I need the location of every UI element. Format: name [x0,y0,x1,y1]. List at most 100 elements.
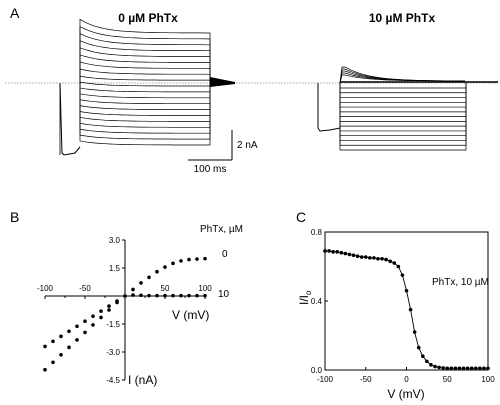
panel-c-point [473,366,478,371]
panel-c-point [400,273,405,277]
panel-c-point [441,366,445,370]
trace-sweep [79,83,211,146]
trace-sweep [79,83,211,99]
panel-c-point [392,261,397,265]
trace-sweep [79,18,211,83]
panel-c-point [323,249,327,253]
panel-a: A 0 µM PhTx 10 µM PhTx 2 nA 100 ms [5,5,498,175]
panel-b-x-axis-label: V (mV) [172,308,209,322]
panel-b-points [43,256,207,372]
panel-c-point [408,307,413,312]
panel-c-x-tick-label: 100 [481,375,495,384]
panel-c-point [339,250,344,255]
panel-c-point [461,366,466,371]
trace-sweep [79,54,211,83]
panel-b-series-label-0: 0 [222,249,228,260]
panel-c-y-tick-label: 0.0 [311,366,323,375]
panel-c-point [335,250,340,254]
panel-c-point [368,256,372,260]
trace-sweep [79,83,211,134]
trace-sweep [79,83,211,122]
panel-c-point [429,363,433,367]
scale-current-label: 2 nA [237,140,258,151]
panel-b-point [91,323,95,327]
panel-b-y-tick-label: -4.5 [106,376,120,385]
panel-b-x-tick-label: -100 [37,284,54,293]
panel-c-point [457,366,462,371]
panel-b-point [75,338,79,342]
panel-b-point [131,293,135,297]
panel-c-y-tick-label: 0.8 [311,228,323,237]
panel-c-point [433,364,437,369]
panel-b-point [83,330,87,335]
panel-c-point [469,366,474,371]
panel-b-point [107,304,111,308]
panel-c-point [384,257,388,262]
trace-sweep [339,83,467,108]
panel-b-point [139,281,143,285]
panel-b-point [171,293,175,298]
panel-c-point [437,365,441,370]
trace-sweep [79,83,211,116]
panel-c-axes: -100 -50 0 50 100 0.8 0.4 0.0 [311,228,495,384]
panel-b-point [171,261,175,266]
panel-c-y-tick-label: 0.4 [311,297,323,306]
trace-sweep [79,83,211,140]
panel-b-point [51,360,55,365]
panel-c-x-tick-label: 0 [404,375,409,384]
panel-c-point [388,259,393,264]
trace-prestep [59,82,81,156]
panel-c-point [404,288,409,293]
panel-b-point [147,275,151,280]
trace-sweep [79,61,211,83]
panel-b-point [51,339,55,344]
trace-sweep [79,83,211,105]
panel-b-point [83,319,87,324]
panel-c-point [465,366,470,371]
panel-c-point [347,252,352,257]
trace-prestep [317,83,341,132]
panel-b-point [155,269,159,274]
trace-sweep [339,83,467,137]
panel-c-x-tick-label: -50 [360,375,372,384]
panel-c-point [376,256,380,261]
trace-sweep [79,83,211,110]
panel-c-point [331,250,335,254]
panel-c: C -100 -50 0 50 100 0.8 0.4 0.0 PhTx, 10 µM V (… [296,209,495,401]
trace-sweep [339,83,467,127]
panel-c-point [486,366,490,371]
panel-b-point [131,287,135,292]
panel-b-y-tick-label: -1.5 [106,320,120,329]
panel-c-point [327,249,331,253]
panel-c-point [355,254,360,258]
panel-b-y-tick-label: 1.5 [109,264,121,273]
trace-sweep [79,68,211,83]
panel-b-point [99,309,103,313]
panel-b-point [139,293,143,298]
panel-a-letter: A [10,5,20,21]
panel-b-point [123,294,127,298]
current-traces-10um [317,66,498,151]
panel-c-annotation: PhTx, 10 µM [432,277,489,288]
panel-c-y-axis-label: I/Io [297,290,313,305]
panel-b-point [91,314,95,318]
panel-c-point [343,251,348,256]
panel-c-point [482,366,486,371]
panel-b-y-tick-label: -3.0 [106,348,120,357]
panel-b-point [147,293,151,298]
panel-b-point [43,367,47,372]
panel-c-point [372,256,376,260]
panel-b-point [187,293,191,298]
panel-c-point [396,264,401,269]
trace-sweep [79,26,211,83]
panel-c-point [445,366,450,371]
panel-b-point [163,293,167,298]
panel-c-fit-line [325,250,488,369]
panel-b-y-tick-label: 3.0 [109,236,121,245]
panel-b-point [115,299,119,303]
panel-c-point [421,354,425,359]
panel-b-x-tick-label: -50 [79,284,91,293]
panel-c-fit-curve [325,250,488,369]
panel-b-point [195,293,199,298]
panel-b-point [107,308,111,312]
